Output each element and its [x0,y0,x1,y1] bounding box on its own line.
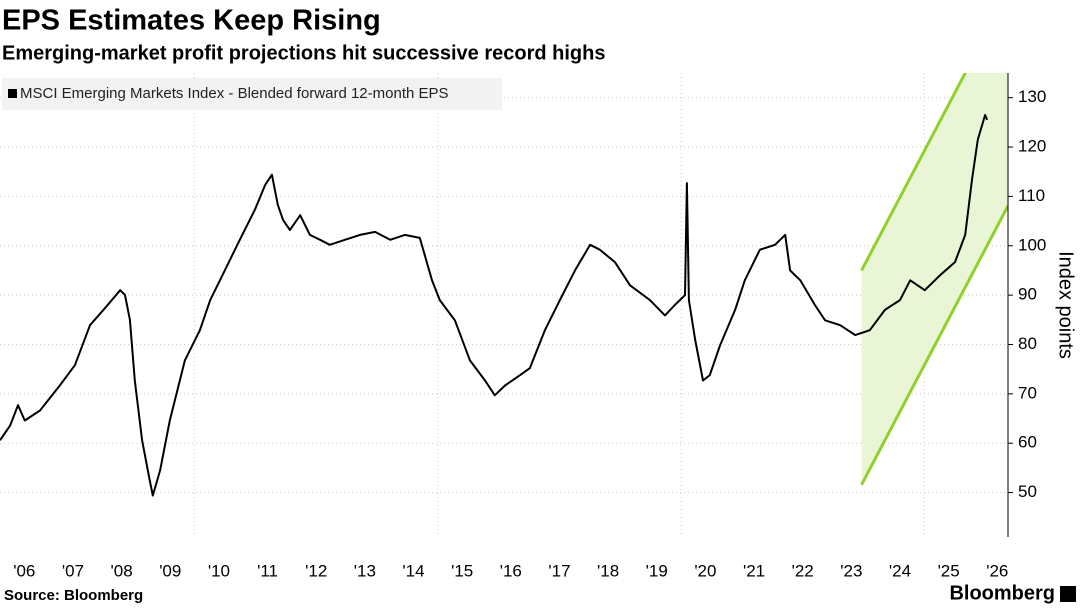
y-tick-label: 50 [1018,482,1037,501]
x-tick-label: '17 [548,561,570,580]
x-tick-label: '26 [986,561,1008,580]
x-tick-label: '16 [500,561,522,580]
y-tick-label: 120 [1018,137,1046,156]
y-tick-label: 100 [1018,235,1046,254]
legend-label: MSCI Emerging Markets Index - Blended fo… [20,85,449,102]
x-tick-label: '12 [305,561,327,580]
x-tick-label: '25 [938,561,960,580]
x-tick-label: '11 [257,561,278,580]
x-tick-label: '15 [451,561,473,580]
y-tick-label: 60 [1018,433,1037,452]
channel-lower [860,205,1008,486]
y-tick-label: 130 [1018,87,1046,106]
x-tick-label: '13 [354,561,376,580]
channel-area [861,73,1008,485]
x-tick-label: '21 [743,561,765,580]
chart-subtitle: Emerging-market profit projections hit s… [2,42,606,64]
x-tick-label: '09 [159,561,181,580]
channel-upper [860,73,967,272]
x-tick-label: '07 [62,561,84,580]
y-tick-label: 80 [1018,334,1037,353]
x-tick-label: '06 [13,561,35,580]
x-tick-label: '20 [694,561,716,580]
source: Source: Bloomberg [4,587,143,604]
legend-box [2,78,502,110]
x-tick-label: '24 [889,561,911,580]
brand: Bloomberg [949,582,1055,604]
x-tick-label: '10 [208,561,230,580]
y-axis-label: Index points [1055,251,1077,359]
x-tick-label: '23 [840,561,862,580]
x-tick-label: '18 [597,561,619,580]
x-tick-label: '14 [402,561,424,580]
legend-swatch [8,89,17,98]
channel [860,73,1008,486]
y-tick-label: 90 [1018,285,1037,304]
x-tick-label: '22 [792,561,814,580]
chart-title: EPS Estimates Keep Rising [2,5,381,37]
brand-icon [1060,586,1076,602]
y-tick-label: 70 [1018,383,1037,402]
y-tick-label: 110 [1018,186,1045,205]
x-tick-label: '08 [111,561,133,580]
x-tick-label: '19 [646,561,668,580]
series-line [0,114,989,497]
